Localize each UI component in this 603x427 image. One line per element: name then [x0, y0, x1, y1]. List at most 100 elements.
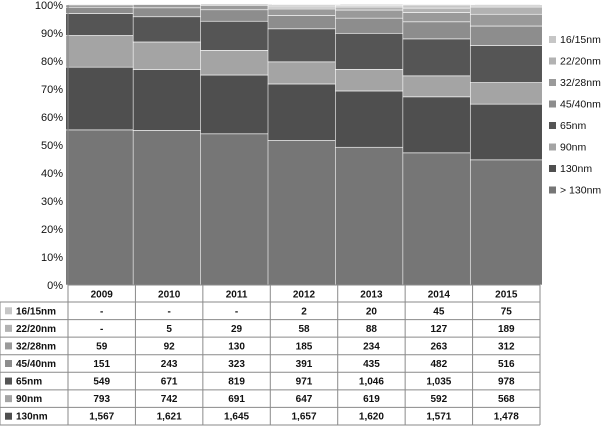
table-cell: 29	[231, 324, 243, 335]
legend: 16/15nm 22/20nm 32/28nm 45/40nm 65nm 90nm 130n…	[549, 34, 601, 197]
bar-segment	[402, 4, 476, 9]
table-cell: 127	[431, 324, 448, 335]
bar-segment	[469, 103, 543, 161]
table-row-label: 90nm	[16, 394, 42, 405]
legend-label: 130nm	[560, 163, 592, 175]
bar-segment	[200, 20, 273, 51]
bar-segment	[65, 35, 139, 68]
legend-swatch	[549, 143, 556, 151]
table-cell: 185	[296, 341, 313, 352]
table-column-header: 2009	[91, 290, 114, 301]
bar-segment	[65, 66, 139, 131]
table-cell: 819	[228, 377, 245, 388]
table-cell: 234	[363, 341, 380, 352]
bar-segment	[200, 50, 273, 76]
table-row-swatch	[5, 307, 12, 315]
table-cell: 243	[161, 359, 178, 370]
y-tick-label: 10%	[41, 252, 63, 264]
table-cell: 1,621	[157, 412, 182, 423]
table-cell: 312	[498, 341, 515, 352]
bar-segment	[65, 13, 139, 36]
legend-label: 16/15nm	[560, 34, 601, 46]
table-cell: 568	[498, 394, 515, 405]
table-cell: 619	[363, 394, 380, 405]
table-cell: 151	[93, 359, 110, 370]
bar-segment	[200, 74, 273, 135]
bar-segment	[335, 69, 408, 92]
bar-segment	[469, 159, 543, 286]
bar-segment	[132, 7, 206, 18]
table-cell: 1,567	[89, 412, 114, 423]
table-cell: 1,035	[426, 377, 451, 388]
legend-swatch	[549, 122, 556, 129]
bar-segment	[267, 61, 341, 85]
bar-segment	[132, 16, 206, 43]
bar-segment	[335, 4, 408, 8]
table-cell: 549	[93, 377, 110, 388]
table-column-header: 2015	[495, 290, 518, 301]
table-column-header: 2011	[226, 290, 248, 301]
bar-segment	[65, 4, 139, 8]
table-cell: 189	[498, 324, 515, 335]
bar-segment	[132, 41, 206, 70]
legend-label: 22/20nm	[560, 56, 601, 68]
table-cell: 978	[498, 377, 515, 388]
table-cell: 92	[164, 341, 176, 352]
table-cell: 435	[363, 359, 380, 370]
legend-label: > 130nm	[560, 185, 601, 197]
table-row-label: 16/15nm	[16, 306, 56, 317]
bar-segment	[132, 69, 206, 131]
y-tick-label: 20%	[41, 224, 63, 236]
bars-group	[65, 3, 543, 286]
table-cell: 742	[161, 394, 178, 405]
table-cell: 516	[498, 359, 515, 370]
bar-segment	[200, 133, 273, 286]
table-cell: 75	[501, 306, 513, 317]
bar-segment	[402, 152, 476, 286]
table-row-label: 22/20nm	[16, 324, 56, 335]
bar-segment	[65, 6, 139, 14]
legend-label: 90nm	[560, 142, 587, 154]
table-cell: 323	[228, 359, 245, 370]
table-cell: 1,478	[494, 412, 519, 423]
legend-label: 45/40nm	[560, 99, 601, 111]
table-cell: 59	[96, 341, 108, 352]
table-cell: 58	[298, 324, 310, 335]
table-cell: -	[235, 306, 238, 317]
bar-segment	[469, 25, 543, 46]
legend-swatch	[549, 165, 556, 172]
table-cell: 45	[433, 306, 445, 317]
bar-segment	[335, 32, 408, 70]
table-cell: 1,645	[224, 412, 249, 423]
bar-segment	[267, 4, 341, 8]
y-tick-label: 50%	[41, 140, 63, 152]
table-row-label: 45/40nm	[16, 359, 56, 370]
table-row-swatch	[5, 412, 12, 420]
table-row-swatch	[5, 377, 12, 385]
y-tick-label: 0%	[47, 280, 63, 292]
table-cell: 1,046	[359, 377, 384, 388]
bar-segment	[200, 4, 273, 11]
table-cell: 391	[296, 359, 313, 370]
table-cell: 20	[366, 306, 378, 317]
bar-segment	[469, 13, 543, 27]
table-cell: -	[167, 306, 170, 317]
table-row-label: 32/28nm	[16, 341, 56, 352]
table-row-label: 130nm	[16, 412, 48, 423]
table-row-swatch	[5, 395, 12, 403]
legend-swatch	[549, 79, 556, 86]
table-row-swatch	[5, 342, 12, 350]
bar-segment	[200, 9, 273, 22]
bar-segment	[335, 146, 408, 286]
table-cell: -	[100, 324, 103, 335]
table-cell: 2	[301, 306, 307, 317]
y-tick-label: 100%	[35, 0, 63, 12]
table-cell: 5	[166, 324, 172, 335]
table-cell: 1,657	[291, 412, 316, 423]
legend-label: 65nm	[560, 120, 587, 132]
table-cell: 793	[93, 394, 110, 405]
y-axis: 0% 10% 20% 30% 40% 50% 60% 70% 80% 90% 100%	[35, 0, 69, 292]
bar-segment	[65, 129, 139, 286]
bar-segment	[335, 9, 408, 19]
bar-segment	[335, 17, 408, 34]
